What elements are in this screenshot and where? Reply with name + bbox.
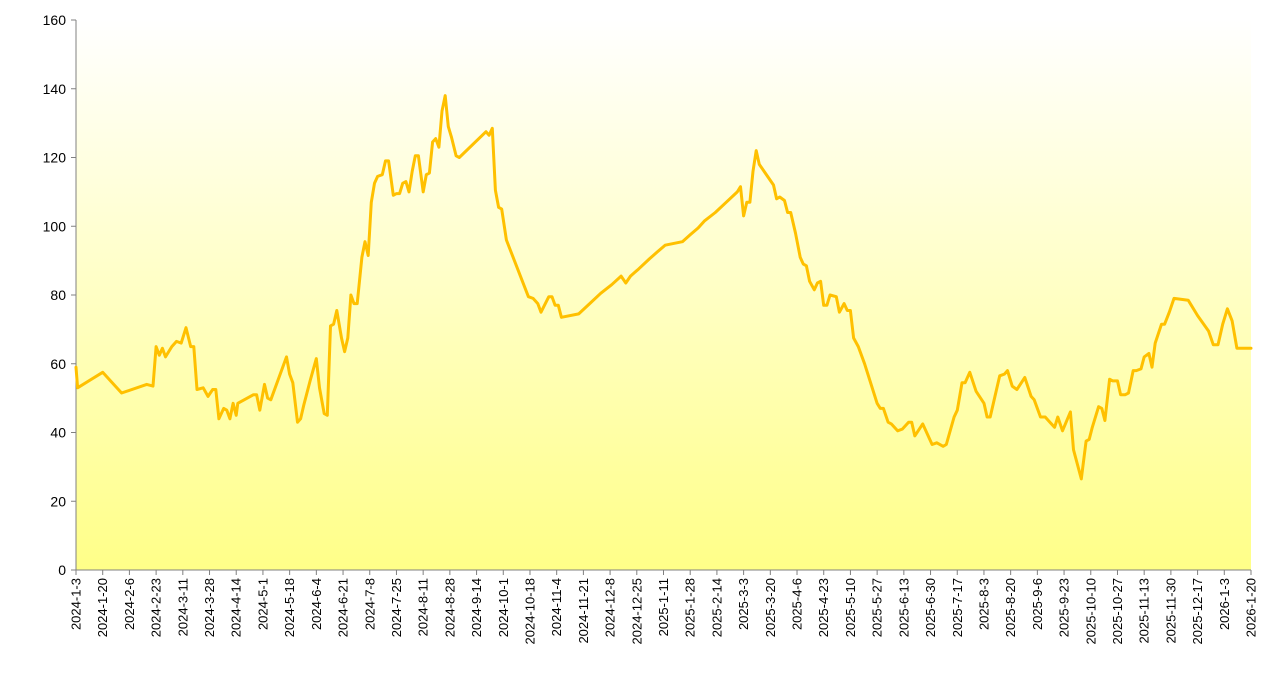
x-tick-label: 2025-6-13 [896, 578, 911, 637]
x-tick-label: 2024-12-8 [603, 578, 618, 637]
x-tick-label: 2025-12-17 [1190, 578, 1205, 645]
x-tick-label: 2026-1-3 [1217, 578, 1232, 630]
x-tick-label: 2024-5-1 [255, 578, 270, 630]
y-axis-ticks: 0 20 40 60 80 100 120 140 160 [43, 12, 76, 578]
y-tick-label: 40 [50, 425, 66, 441]
x-tick-label: 2025-1-28 [683, 578, 698, 637]
x-tick-label: 2024-11-21 [576, 578, 591, 644]
x-tick-label: 2024-3-28 [202, 578, 217, 637]
x-tick-label: 2024-8-11 [416, 578, 431, 636]
x-tick-label: 2025-10-10 [1083, 578, 1098, 645]
x-tick-label: 2024-2-23 [149, 578, 164, 637]
x-tick-label: 2025-5-27 [870, 578, 885, 637]
x-tick-label: 2024-7-8 [362, 578, 377, 630]
x-tick-label: 2025-1-11 [656, 578, 671, 636]
x-tick-label: 2025-10-27 [1110, 578, 1125, 645]
x-tick-label: 2024-6-21 [336, 578, 351, 637]
x-tick-label: 2024-10-18 [522, 578, 537, 645]
x-tick-label: 2024-8-28 [442, 578, 457, 637]
x-tick-label: 2024-9-14 [469, 578, 484, 637]
x-tick-label: 2024-1-20 [95, 578, 110, 637]
x-tick-label: 2024-2-6 [122, 578, 137, 630]
y-tick-label: 0 [58, 562, 66, 578]
x-tick-label: 2025-9-23 [1057, 578, 1072, 637]
y-tick-label: 120 [43, 150, 67, 166]
x-tick-label: 2025-5-10 [843, 578, 858, 637]
y-tick-label: 80 [50, 287, 66, 303]
x-tick-label: 2025-9-6 [1030, 578, 1045, 630]
y-tick-label: 100 [43, 218, 67, 234]
x-tick-label: 2025-3-3 [736, 578, 751, 630]
x-tick-label: 2025-4-6 [790, 578, 805, 630]
x-tick-label: 2025-6-30 [923, 578, 938, 637]
x-tick-label: 2025-11-13 [1137, 578, 1152, 644]
y-tick-label: 160 [43, 12, 67, 28]
x-tick-label: 2025-11-30 [1163, 578, 1178, 644]
x-tick-label: 2024-12-25 [629, 578, 644, 645]
x-tick-label: 2024-5-18 [282, 578, 297, 637]
plot-area [76, 20, 1251, 570]
x-tick-label: 2024-10-1 [496, 578, 511, 637]
x-tick-label: 2025-8-3 [976, 578, 991, 630]
x-tick-label: 2024-3-11 [175, 578, 190, 636]
x-tick-label: 2025-3-20 [763, 578, 778, 637]
y-tick-label: 140 [43, 81, 67, 97]
x-tick-label: 2026-1-20 [1244, 578, 1259, 637]
x-tick-label: 2024-4-14 [229, 578, 244, 637]
y-tick-label: 20 [50, 493, 66, 509]
y-tick-label: 60 [50, 356, 66, 372]
x-tick-label: 2025-2-14 [709, 578, 724, 637]
x-tick-label: 2025-7-17 [950, 578, 965, 637]
series-line [74, 94, 1253, 481]
x-tick-label: 2024-6-4 [309, 578, 324, 630]
x-tick-label: 2024-1-3 [69, 578, 84, 630]
x-tick-label: 2024-11-4 [549, 578, 564, 636]
x-tick-label: 2024-7-25 [389, 578, 404, 637]
x-tick-label: 2025-8-20 [1003, 578, 1018, 637]
x-axis-ticks: 2024-1-3 2024-1-20 2024-2-6 2024-2-23 2024-3… [69, 570, 1259, 645]
x-tick-label: 2025-4-23 [816, 578, 831, 637]
